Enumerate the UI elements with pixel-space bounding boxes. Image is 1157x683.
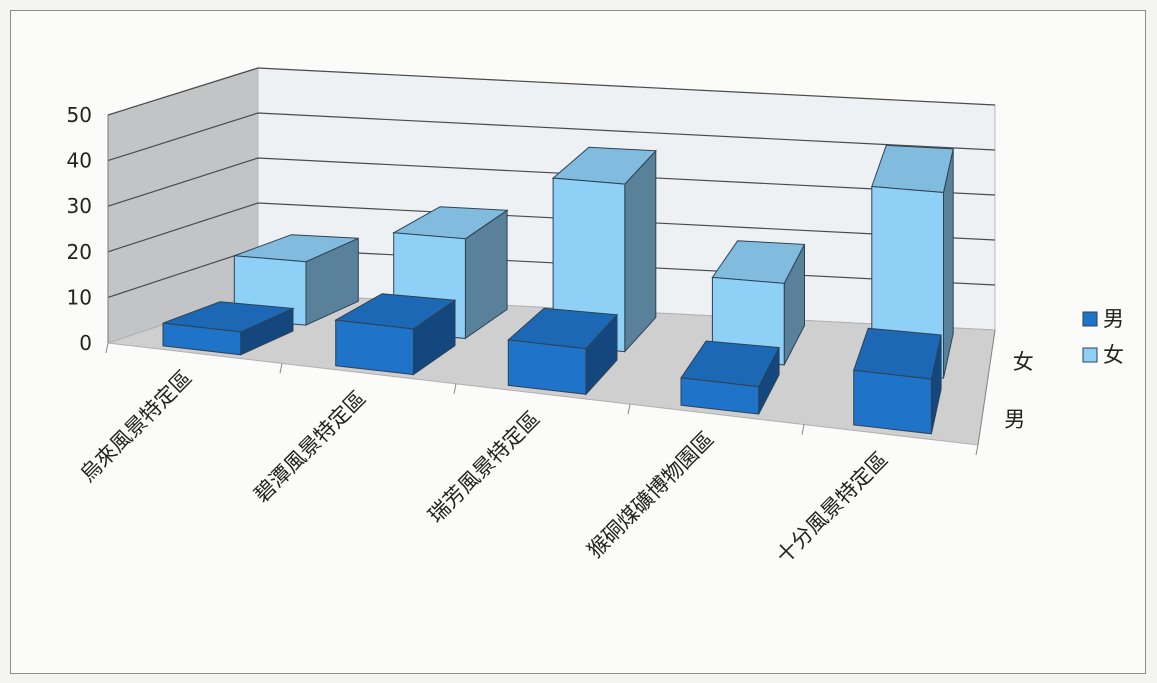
y-tick-label: 20 <box>67 240 92 264</box>
y-tick-label: 0 <box>79 331 92 355</box>
bar-男-5 <box>853 327 942 435</box>
bar-女-3 <box>551 146 657 353</box>
bar-女-5 <box>871 144 954 379</box>
legend-label: 女 <box>1103 343 1124 367</box>
bar-front <box>162 322 242 356</box>
bar-男-4 <box>680 340 780 415</box>
x-tick <box>801 424 805 435</box>
x-tick <box>627 404 631 415</box>
category-label: 烏來風景特定區 <box>76 366 197 487</box>
depth-axis-line <box>977 329 996 446</box>
category-label: 碧潭風景特定區 <box>250 386 371 507</box>
bar-front <box>335 319 414 376</box>
bar-top <box>871 144 954 194</box>
category-label: 猴硐煤礦博物園區 <box>583 427 719 563</box>
legend-swatch-女 <box>1082 347 1098 363</box>
y-tick-label: 50 <box>67 103 92 127</box>
bar-男-2 <box>334 293 457 376</box>
bar-男-3 <box>507 307 619 396</box>
depth-label: 男 <box>1004 407 1025 431</box>
x-tick <box>975 444 979 456</box>
x-tick <box>105 342 109 354</box>
y-tick-label: 40 <box>67 149 92 173</box>
bar-front <box>680 377 760 415</box>
gridline <box>107 112 996 162</box>
bar-side <box>624 149 657 353</box>
x-tick <box>453 383 457 394</box>
bar-男-1 <box>162 301 295 356</box>
depth-label: 女 <box>1013 350 1034 374</box>
bar-front <box>507 339 587 395</box>
y-tick-label: 10 <box>67 285 92 309</box>
legend-label: 男 <box>1103 307 1124 331</box>
legend-swatch-男 <box>1082 311 1098 327</box>
category-label: 瑞芳風景特定區 <box>424 407 545 528</box>
x-tick <box>279 363 283 374</box>
y-tick-label: 30 <box>67 194 92 218</box>
bar-front <box>853 369 932 435</box>
gridline <box>107 157 996 207</box>
category-label: 十分風景特定區 <box>772 447 893 568</box>
gridline <box>107 67 996 116</box>
gridline <box>107 202 996 253</box>
